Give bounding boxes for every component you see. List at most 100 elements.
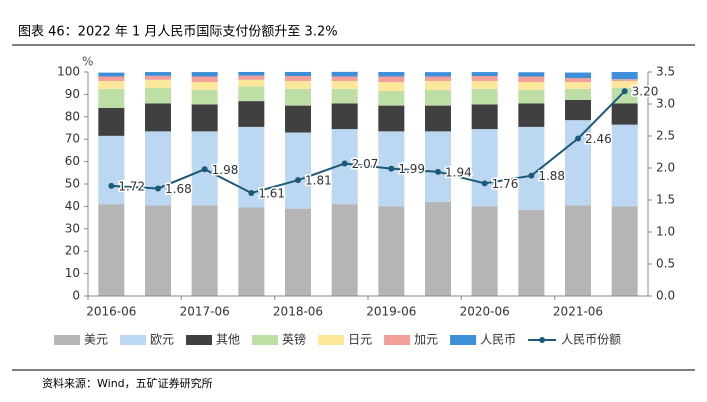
bar-segment (565, 100, 591, 121)
bar-segment (285, 208, 311, 296)
y-tick-label: 10 (65, 266, 80, 280)
bar-segment (145, 72, 171, 76)
line-point (341, 160, 348, 167)
y-tick-label: 0 (72, 289, 80, 303)
x-tick-label: 2019-06 (366, 305, 416, 319)
y-tick-label: 90 (65, 87, 80, 101)
legend-swatch (384, 335, 411, 345)
bar-segment (518, 72, 545, 77)
bar-segment (331, 76, 358, 81)
bar-segment (611, 124, 638, 207)
legend-label: 欧元 (150, 333, 174, 347)
bar-segment (285, 88, 311, 106)
data-label: 2.07 (352, 157, 379, 171)
legend-swatch (318, 335, 345, 345)
data-label: 3.20 (632, 85, 659, 99)
x-tick-label: 2016-06 (86, 305, 136, 319)
y-axis-unit: % (82, 55, 93, 69)
bar-segment (518, 103, 545, 127)
line-point (201, 166, 208, 173)
bar-segment (238, 86, 265, 102)
legend-label: 人民币 (480, 333, 516, 347)
line-point (248, 189, 255, 196)
y2-tick-label: 2.0 (656, 161, 675, 175)
bar-segment (565, 72, 591, 79)
bar-segment (518, 209, 545, 296)
bar-segment (425, 72, 451, 77)
y-tick-label: 100 (57, 65, 80, 79)
bar-segment (471, 72, 498, 77)
bar-segment (378, 91, 405, 106)
bar-segment (331, 103, 358, 130)
bar-segment (98, 72, 125, 77)
y-tick-label: 20 (65, 244, 80, 258)
bar-segment (471, 88, 498, 105)
bar-segment (471, 206, 498, 296)
bar-segment (425, 131, 451, 202)
bar-segment (565, 120, 591, 206)
bar-segment (471, 104, 498, 130)
bar-segment (518, 89, 545, 104)
data-label: 2.46 (585, 132, 612, 146)
bar-segment (145, 131, 171, 206)
source: 资料来源：Wind，五矿证券研究所 (42, 376, 213, 390)
bar-segment (425, 201, 451, 296)
line-point (388, 165, 395, 172)
legend-label: 英镑 (282, 332, 306, 347)
bar-segment (98, 88, 125, 108)
bar-segment (471, 80, 498, 89)
bar-segment (145, 87, 171, 104)
bar-segment (98, 204, 125, 296)
bar-segment (425, 105, 451, 132)
x-tick-label: 2021-06 (553, 305, 603, 319)
bar-segment (285, 76, 311, 81)
line-point (295, 177, 301, 184)
legend-swatch (120, 335, 147, 345)
bar-segment (145, 205, 171, 296)
line-point (481, 180, 488, 187)
bar-segment (145, 75, 171, 80)
bar-segment (331, 71, 358, 77)
bar-segment (191, 72, 218, 77)
data-label: 1.76 (492, 177, 519, 191)
bar-segment (611, 103, 638, 125)
bar-segment (471, 129, 498, 207)
y-tick-label: 50 (65, 177, 80, 191)
bar-segment (145, 103, 171, 132)
bar-segment (98, 76, 125, 81)
y-tick-label: 30 (65, 221, 80, 235)
bar-segment (145, 79, 171, 88)
line-point (155, 185, 161, 192)
line (111, 90, 626, 195)
bar-segment (425, 89, 451, 106)
legend-swatch (252, 335, 279, 345)
bar-segment (611, 87, 638, 104)
y2-tick-label: 0.0 (656, 289, 675, 303)
bar-segment (611, 80, 638, 88)
data-label: 1.98 (212, 163, 239, 177)
bar-segment (565, 78, 591, 83)
bar-segment (191, 104, 218, 132)
data-label: 1.94 (445, 165, 472, 179)
legend-label: 美元 (84, 333, 108, 347)
bar-segment (378, 82, 405, 92)
bar-segment (238, 207, 265, 296)
bar-segment (425, 80, 451, 90)
bar-segment (378, 206, 405, 296)
bar-segment (518, 82, 545, 90)
line-point (435, 168, 441, 175)
bar-segment (191, 205, 218, 296)
bar-segment (191, 89, 218, 105)
legend-label: 其他 (216, 333, 240, 347)
y2-tick-label: 3.0 (656, 97, 675, 111)
bar-segment (378, 105, 405, 132)
data-label: 1.99 (398, 162, 425, 176)
bar-segment (518, 76, 545, 83)
bar-segment (378, 76, 405, 83)
bar-segment (378, 72, 405, 77)
line-point (575, 135, 581, 142)
line-point (108, 182, 115, 189)
data-label: 1.61 (258, 186, 285, 200)
y-tick-label: 80 (65, 109, 80, 123)
